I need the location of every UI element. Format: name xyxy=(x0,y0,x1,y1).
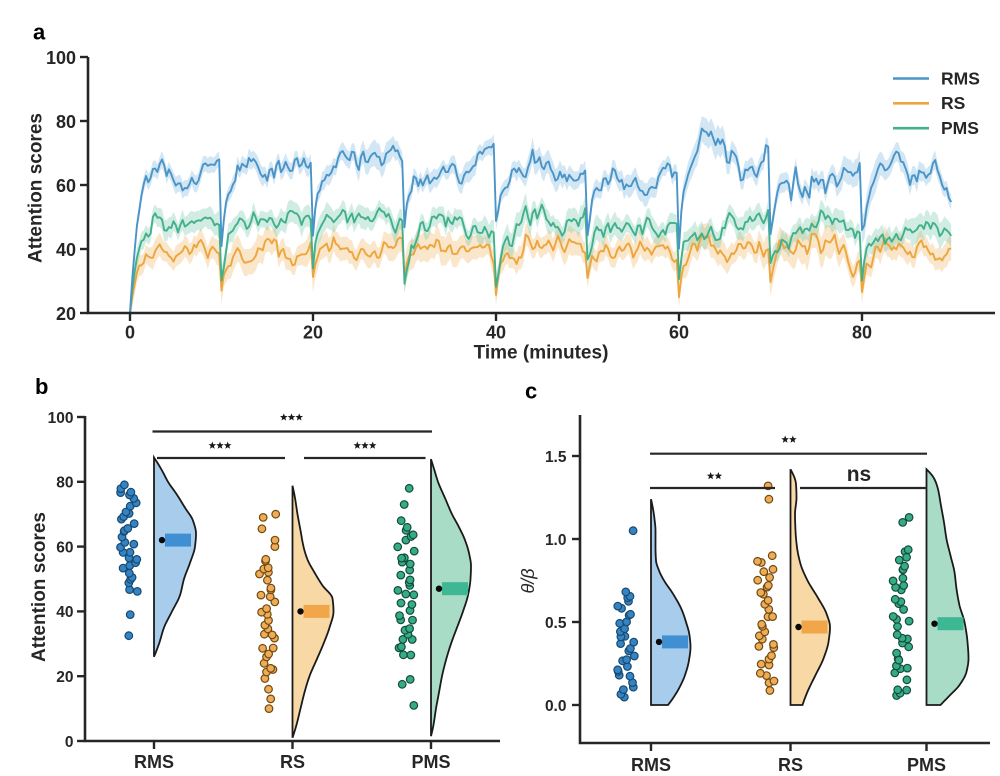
svg-text:1.5: 1.5 xyxy=(545,449,567,466)
svg-text:RS: RS xyxy=(941,93,965,113)
svg-text:RMS: RMS xyxy=(631,755,671,775)
svg-text:Attention scores: Attention scores xyxy=(29,512,50,662)
svg-text:0.5: 0.5 xyxy=(545,615,567,632)
svg-text:RMS: RMS xyxy=(941,68,980,88)
svg-text:20: 20 xyxy=(56,669,73,686)
svg-text:60: 60 xyxy=(669,323,689,343)
svg-text:1.0: 1.0 xyxy=(545,532,567,549)
svg-text:RS: RS xyxy=(778,755,803,775)
svg-text:20: 20 xyxy=(303,323,323,343)
svg-text:60: 60 xyxy=(56,176,76,196)
svg-text:80: 80 xyxy=(852,323,872,343)
svg-text:a: a xyxy=(33,20,46,45)
svg-text:Attention scores: Attention scores xyxy=(26,113,47,263)
svg-text:20: 20 xyxy=(56,304,76,324)
svg-text:b: b xyxy=(35,374,48,399)
svg-text:40: 40 xyxy=(56,604,73,621)
svg-text:0: 0 xyxy=(65,734,74,751)
svg-text:60: 60 xyxy=(56,539,73,556)
svg-text:0: 0 xyxy=(125,323,135,343)
svg-text:PMS: PMS xyxy=(941,118,979,138)
svg-text:40: 40 xyxy=(486,323,506,343)
svg-text:ns: ns xyxy=(847,463,872,486)
svg-text:100: 100 xyxy=(48,410,74,427)
svg-text:c: c xyxy=(525,379,537,404)
svg-text:0.0: 0.0 xyxy=(545,698,567,715)
svg-text:80: 80 xyxy=(56,112,76,132)
svg-text:PMS: PMS xyxy=(907,755,946,775)
svg-text:PMS: PMS xyxy=(411,752,450,772)
svg-text:40: 40 xyxy=(56,240,76,260)
svg-text:100: 100 xyxy=(46,48,76,68)
svg-text:Time (minutes): Time (minutes) xyxy=(474,343,609,364)
svg-text:80: 80 xyxy=(56,475,73,492)
svg-text:RMS: RMS xyxy=(134,752,174,772)
svg-text:θ/β: θ/β xyxy=(518,568,538,593)
svg-text:RS: RS xyxy=(280,752,305,772)
